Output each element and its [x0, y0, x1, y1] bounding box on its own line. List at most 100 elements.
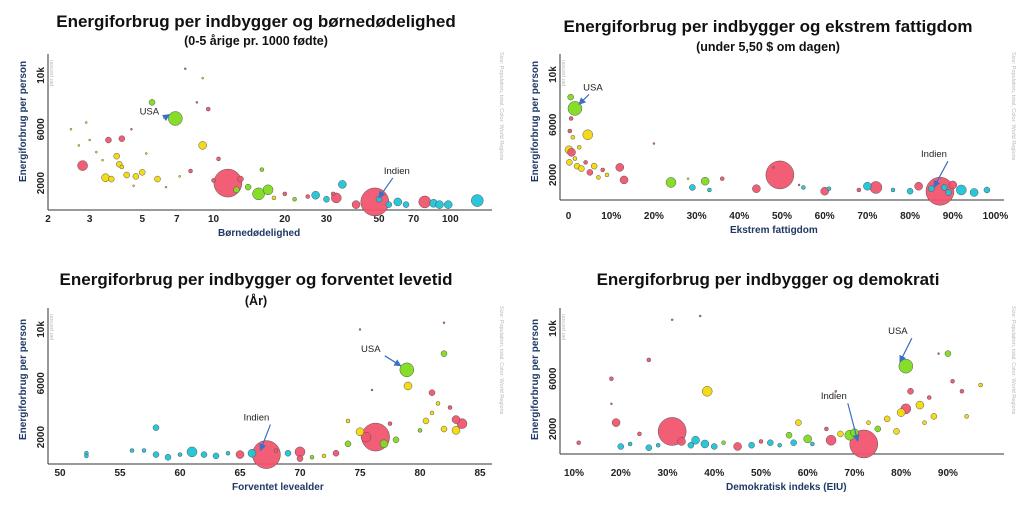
data-point [583, 160, 588, 165]
data-point [309, 455, 315, 460]
x-tick-label: 70% [844, 468, 864, 479]
data-point [790, 439, 797, 446]
data-point [392, 436, 400, 444]
data-point [797, 183, 801, 187]
x-tick-label: 2 [45, 214, 51, 225]
x-tick-label: 10 [208, 214, 220, 225]
data-point [105, 136, 112, 144]
annotation-label: Indien [821, 391, 847, 402]
data-point [810, 441, 815, 447]
data-point [200, 451, 208, 458]
chart-title: Energiforbrug per indbygger og børnedøde… [56, 12, 456, 31]
data-point [351, 200, 361, 209]
x-tick-label: 70 [294, 468, 306, 479]
x-tick-label: 85 [474, 468, 486, 479]
y-axis-label: Energiforbrug per person [18, 318, 29, 440]
data-point [440, 425, 448, 433]
annotation-label: USA [888, 326, 908, 337]
annotation-label: Indien [384, 166, 410, 177]
data-point [360, 431, 372, 443]
data-point [945, 189, 952, 196]
data-point [578, 165, 585, 172]
data-point [586, 169, 594, 176]
data-point [273, 448, 279, 453]
data-point [451, 415, 461, 424]
data-point [576, 440, 581, 445]
data-point [700, 176, 710, 186]
data-point [345, 418, 351, 424]
data-point [471, 194, 484, 207]
data-point [772, 166, 775, 169]
y-tick-label: 2000 [36, 426, 47, 449]
data-point [393, 197, 403, 207]
data-point [701, 386, 713, 397]
data-point [101, 158, 104, 162]
x-tick-label: 65 [234, 468, 246, 479]
data-point [863, 181, 872, 191]
y-tick-label: 10k [36, 67, 47, 84]
chart-panel-life-expectancy: 2000 6000 10k per person 50 55 60 65 70 75 80 85 Siz… [0, 254, 512, 508]
y-axis-label: Energiforbrug per person [530, 318, 541, 440]
x-axis-label: Børnedødelighed [218, 228, 301, 239]
data-point [403, 381, 413, 391]
size-color-note: Size: Population, total, Color: World Re… [498, 52, 504, 161]
data-point [119, 164, 125, 170]
data-point [896, 408, 906, 417]
y-tick-label: 6000 [36, 118, 47, 141]
chart-title: Energiforbrug per indbygger og demokrati [596, 270, 940, 289]
data-point [824, 426, 829, 432]
data-point [417, 428, 423, 433]
data-point [710, 443, 718, 450]
annotation-label: USA [140, 107, 160, 118]
chart-panel-democracy: 2000 6000 10k per person 10% 20% 30% 40% 50% 60% 7… [512, 254, 1024, 508]
data-point [825, 434, 837, 446]
data-point [186, 446, 198, 458]
data-point [572, 156, 578, 161]
x-tick-label: 10% [564, 468, 584, 479]
x-tick-label: 5 [139, 214, 145, 225]
data-point [195, 101, 199, 104]
data-point [866, 420, 871, 425]
annotation-arrow [933, 160, 949, 188]
scatter-plot-extreme-poverty: 2000 6000 10k per person 0 10% 20% 30% 40% 50% 60%… [548, 52, 1016, 222]
y-tick-label: 6000 [548, 367, 559, 390]
data-point [721, 440, 726, 445]
data-point [926, 395, 932, 400]
data-point [883, 415, 891, 423]
data-point [655, 442, 661, 448]
data-point [874, 425, 882, 433]
x-tick-label: 50% [772, 211, 792, 222]
data-point [582, 129, 593, 141]
x-axis-label: Demokratisk indeks (EIU) [726, 482, 847, 493]
chart-title: Energiforbrug per indbygger og forventet… [59, 270, 453, 289]
data-point [698, 314, 702, 318]
size-color-note: Size: Population, total, Color: World Re… [1010, 306, 1016, 415]
data-point [177, 452, 183, 457]
data-point [940, 184, 948, 191]
data-point [168, 111, 183, 126]
data-point [77, 144, 81, 147]
data-point [801, 185, 806, 190]
data-point [145, 152, 148, 155]
data-point [422, 417, 430, 425]
data-point [567, 93, 574, 101]
y-tick-label: 2000 [548, 417, 559, 440]
x-tick-label: 40% [704, 468, 724, 479]
data-point [113, 152, 120, 160]
data-point [928, 185, 935, 192]
data-point [834, 390, 837, 393]
data-point [856, 187, 862, 193]
data-point [212, 452, 220, 460]
x-tick-label: 75 [354, 468, 366, 479]
data-point [292, 196, 297, 202]
x-tick-label: 55 [114, 468, 126, 479]
x-tick-label: 100% [983, 211, 1009, 222]
data-point [201, 76, 204, 80]
chart-subtitle: (under 5,50 $ om dagen) [696, 40, 840, 54]
data-point [399, 362, 415, 378]
data-point [576, 145, 582, 150]
data-point [619, 175, 629, 185]
x-tick-label: 0 [566, 211, 572, 222]
x-tick-label: 50% [751, 468, 771, 479]
data-point [235, 450, 245, 459]
